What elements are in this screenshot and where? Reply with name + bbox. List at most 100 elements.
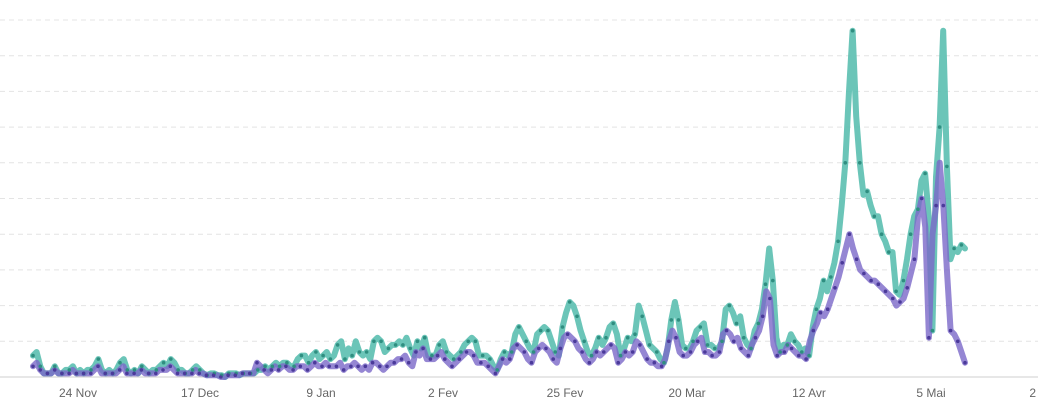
data-point-series-1 (836, 239, 840, 244)
data-point-series-2 (963, 360, 967, 365)
data-point-series-1 (771, 278, 775, 283)
data-point-series-2 (891, 296, 895, 301)
data-point-series-2 (262, 368, 267, 372)
data-point-series-2 (435, 353, 440, 358)
data-point-series-2 (486, 364, 491, 369)
data-point-series-1 (937, 125, 942, 129)
data-point-series-2 (580, 350, 584, 354)
data-point-series-2 (392, 360, 397, 365)
data-point-series-2 (414, 350, 418, 354)
data-point-series-1 (270, 364, 275, 369)
data-point-series-1 (698, 325, 703, 329)
x-tick-label: 2 (1029, 386, 1036, 400)
data-point-series-2 (732, 339, 736, 344)
data-point-series-2 (500, 357, 505, 361)
x-tick-label: 2 Fev (428, 386, 458, 400)
data-point-series-2 (782, 350, 787, 354)
data-point-series-2 (110, 371, 115, 376)
data-point-series-1 (742, 335, 746, 340)
series-line-2 (30, 159, 968, 380)
data-point-series-2 (269, 368, 274, 372)
data-point-series-2 (551, 357, 555, 361)
data-point-series-1 (669, 318, 674, 322)
data-point-series-2 (797, 353, 801, 358)
data-point-series-1 (422, 335, 427, 340)
data-point-series-2 (284, 364, 288, 369)
data-point-series-1 (488, 357, 492, 361)
series-dots (31, 28, 967, 379)
data-point-series-1 (655, 350, 659, 354)
data-point-series-1 (553, 350, 557, 354)
data-point-series-2 (905, 286, 909, 290)
data-point-series-1 (401, 343, 405, 347)
data-point-series-1 (538, 328, 543, 333)
data-point-series-1 (466, 339, 471, 344)
data-point-series-1 (451, 357, 456, 361)
data-point-series-2 (421, 346, 425, 351)
data-point-series-2 (190, 371, 194, 376)
data-point-series-2 (211, 373, 216, 378)
data-point-series-2 (52, 368, 57, 372)
data-point-series-1 (198, 368, 202, 372)
data-point-series-2 (291, 368, 295, 372)
data-point-series-2 (739, 346, 743, 351)
data-point-series-2 (132, 371, 136, 376)
data-point-series-1 (415, 339, 420, 344)
data-point-series-2 (356, 364, 360, 369)
data-point-series-2 (226, 373, 230, 378)
data-point-series-1 (923, 171, 927, 176)
data-point-series-1 (720, 339, 724, 344)
data-point-series-2 (204, 373, 209, 378)
data-point-series-2 (320, 364, 324, 369)
data-point-series-2 (724, 328, 729, 333)
data-point-series-1 (437, 343, 442, 347)
data-point-series-2 (667, 339, 671, 344)
data-point-series-1 (176, 368, 180, 372)
data-point-series-2 (74, 371, 79, 376)
series-line-1 (30, 27, 968, 380)
data-point-series-2 (919, 196, 924, 201)
data-point-series-1 (96, 357, 101, 361)
data-point-series-1 (843, 161, 848, 165)
data-point-series-1 (509, 350, 514, 354)
data-point-series-1 (67, 368, 72, 372)
data-point-series-1 (749, 346, 753, 351)
data-point-series-2 (775, 353, 779, 358)
data-point-series-2 (594, 350, 599, 354)
data-point-series-1 (879, 232, 884, 236)
data-point-series-1 (560, 325, 565, 329)
data-point-series-2 (522, 350, 527, 354)
data-point-series-1 (190, 368, 195, 372)
data-point-series-1 (792, 339, 797, 344)
data-point-series-2 (912, 257, 917, 262)
data-point-series-1 (292, 364, 296, 369)
data-point-series-2 (840, 261, 844, 265)
data-point-series-2 (616, 360, 620, 365)
data-point-series-1 (618, 353, 623, 358)
data-point-series-1 (785, 343, 790, 347)
data-point-series-1 (676, 318, 681, 322)
data-point-series-2 (175, 371, 180, 376)
data-point-series-1 (901, 278, 906, 283)
data-point-series-2 (638, 343, 642, 347)
data-point-series-2 (103, 371, 107, 376)
data-point-series-1 (299, 353, 304, 358)
data-point-series-1 (161, 360, 166, 365)
data-point-series-2 (471, 353, 476, 358)
data-point-series-1 (118, 360, 122, 365)
x-tick-label: 20 Mar (668, 386, 705, 400)
data-point-series-1 (140, 364, 144, 369)
data-point-series-2 (876, 282, 881, 287)
data-point-series-2 (81, 371, 86, 376)
data-point-series-1 (364, 350, 369, 354)
data-point-series-2 (934, 203, 938, 208)
data-point-series-1 (502, 350, 507, 354)
x-tick-label: 9 Jan (306, 386, 335, 400)
data-point-series-2 (536, 346, 541, 351)
data-point-series-1 (314, 350, 318, 354)
data-point-series-2 (168, 364, 173, 369)
data-point-series-2 (45, 371, 50, 376)
data-point-series-2 (219, 375, 223, 379)
data-point-series-2 (941, 203, 946, 208)
